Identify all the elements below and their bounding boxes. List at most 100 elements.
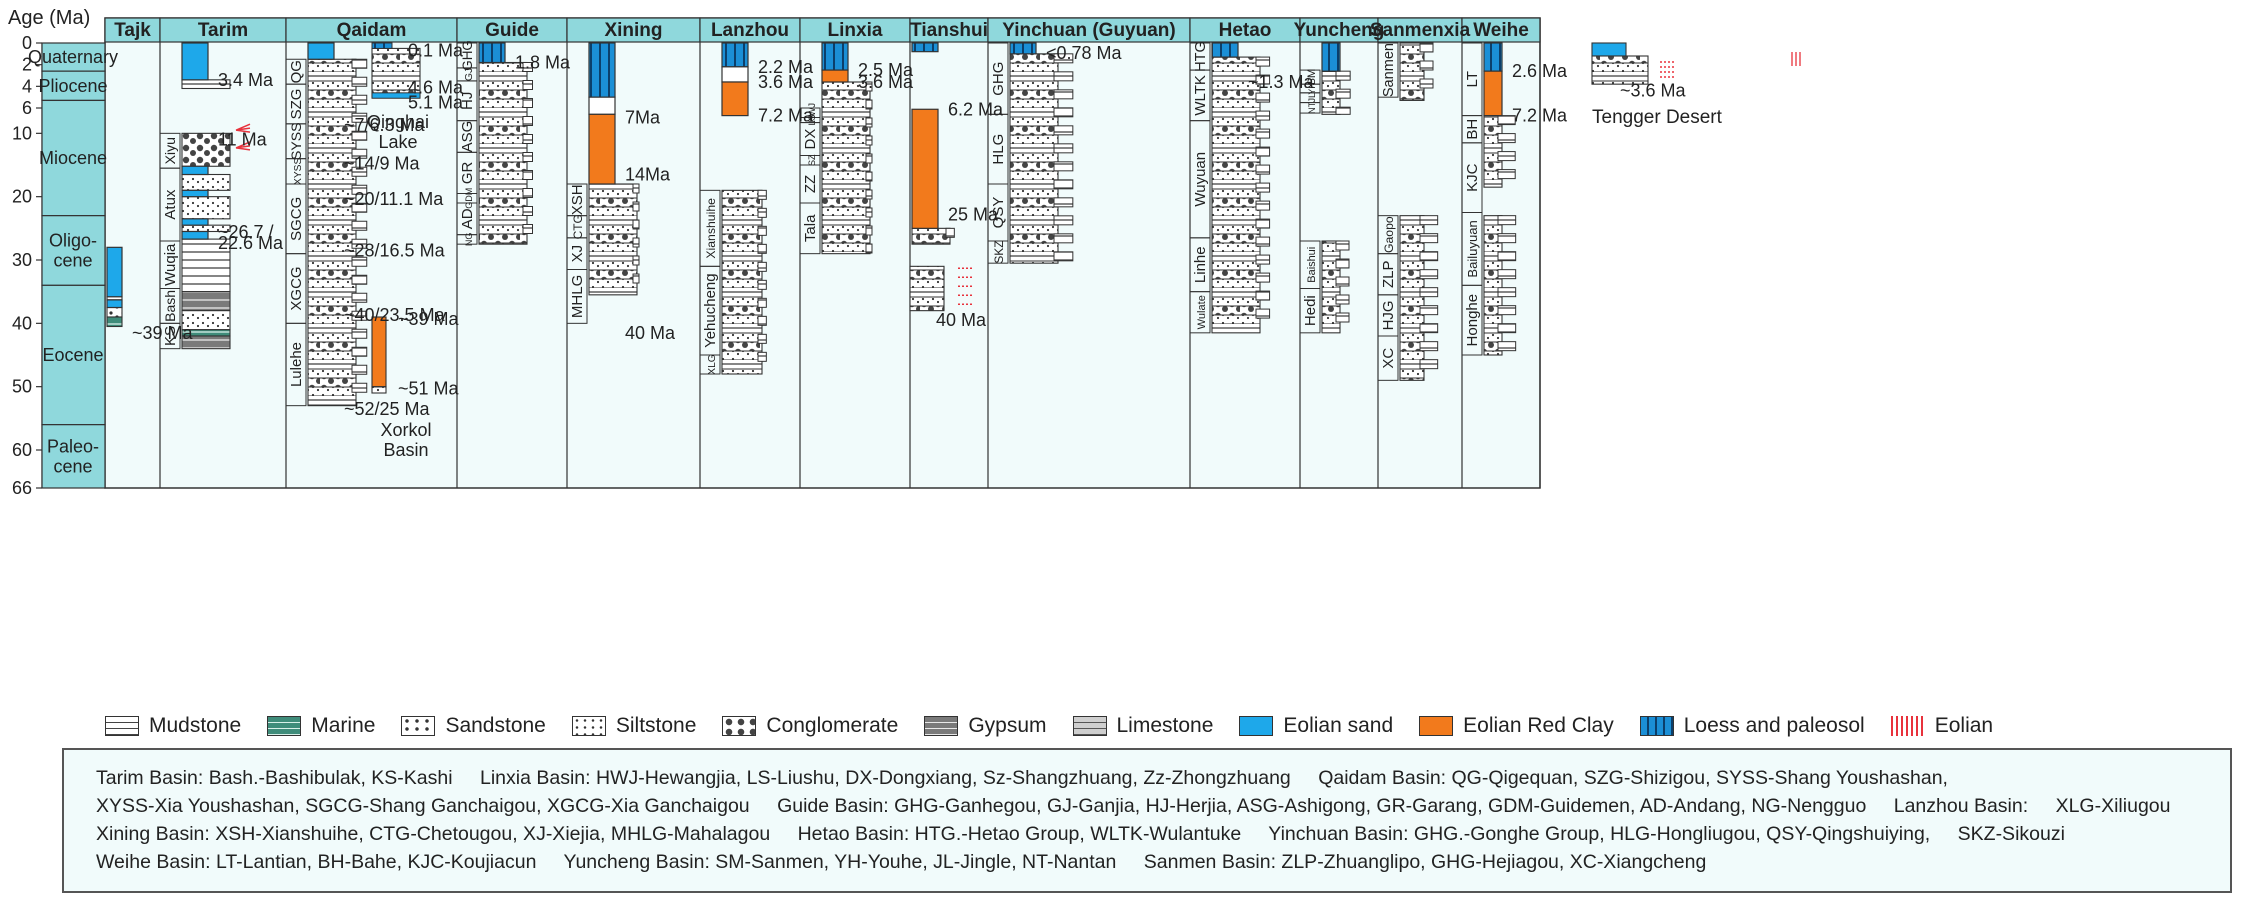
age-label: 0.1 Ma (408, 41, 464, 61)
strata-unit (821, 81, 871, 255)
strata-unit (1399, 215, 1425, 381)
qinghai-column (371, 47, 421, 98)
strata-ledge (1335, 106, 1351, 115)
basin-header (909, 17, 989, 43)
legend-label: Eolian Red Clay (1463, 714, 1614, 737)
strata-ledge (351, 112, 368, 123)
legend-label: Loess and paleosol (1683, 714, 1865, 737)
basin-header (799, 17, 911, 43)
strata-ledge (1255, 272, 1271, 283)
y-tick-label: 10 (12, 123, 32, 143)
basin-name: Tianshui (910, 20, 988, 41)
formation-cell (1299, 288, 1321, 334)
legend-label: Mudstone (149, 714, 242, 737)
strata-ledge (1497, 269, 1517, 280)
formation-name: SZ (807, 154, 817, 166)
strata-ledge (1335, 240, 1350, 251)
basin-header (1461, 17, 1541, 43)
strata-ledge (757, 207, 767, 218)
legend-swatch (267, 716, 302, 736)
strata-ledge (522, 80, 533, 90)
basin-name: Tajk (114, 20, 151, 41)
y-tick-label: 6 (22, 98, 32, 118)
formation-name: Gaopo (1382, 216, 1396, 253)
formation-name: JL (1307, 93, 1317, 103)
formation-name: ZLP (1380, 260, 1397, 288)
basin-name: Hetao (1219, 20, 1272, 41)
strata-ledge (1497, 115, 1516, 126)
formation-name: GJ (464, 68, 475, 81)
strata-unit (1483, 215, 1503, 356)
strata-ledge (522, 62, 533, 72)
legend-label: Marine (311, 714, 376, 737)
abbreviation-entry: Weihe Basin: LT-Lantian, BH-Bahe, KJC-Ko… (96, 851, 537, 873)
formation-name: WLTK (1192, 75, 1209, 116)
xorkol-column (371, 386, 387, 394)
strata-ledge (1255, 110, 1271, 121)
age-label: 40 Ma (936, 310, 987, 330)
strata-ledge (351, 382, 368, 393)
strata-unit (106, 316, 123, 328)
eolian-sand-bar (181, 218, 209, 226)
strata-ledge (757, 279, 767, 290)
epoch-label: Paleo- (47, 436, 99, 456)
epoch-cell (41, 42, 106, 72)
abbreviation-entry: Lanzhou Basin: (1893, 795, 2029, 817)
age-label: ~7/6.3 Ma (344, 115, 426, 135)
y-tick-label: 4 (22, 76, 32, 96)
age-label: ~39 Ma (398, 309, 460, 329)
strata-ledge (522, 152, 533, 162)
strata-ledge (522, 170, 533, 180)
formation-cell (159, 322, 181, 350)
formation-name: HWJ (807, 103, 817, 123)
epoch-label: Quaternary (28, 47, 118, 67)
formation-name: SZG (288, 89, 305, 120)
strata-unit (478, 61, 528, 245)
basin-name: Qaidam (337, 20, 407, 41)
formation-name: XYSS (293, 158, 304, 185)
eolian-sand-bar (181, 42, 209, 81)
formation-name: QG (288, 60, 305, 83)
strata-ledge (632, 183, 640, 194)
legend-label: Limestone (1116, 714, 1214, 737)
hiatus-bar (588, 96, 616, 115)
loess-bar (1009, 42, 1037, 55)
strata-unit (1211, 56, 1261, 334)
y-tick-label: 40 (12, 313, 32, 333)
formation-name: BH (1464, 119, 1481, 140)
legend-item: Conglomerate (722, 714, 898, 738)
formation-name: XJ (569, 245, 586, 263)
strata-ledge (1335, 70, 1351, 81)
strata-ledge (1255, 236, 1271, 247)
age-label: ~52/25 Ma (344, 399, 431, 419)
red-clay-bar (371, 316, 387, 388)
strata-ledge (757, 225, 767, 236)
strata-ledge (1255, 218, 1271, 229)
formation-name: QSY (990, 197, 1007, 229)
formation-name: SGCG (288, 197, 305, 241)
age-label: 3.6 Ma (858, 72, 914, 92)
legend-swatch (571, 716, 606, 736)
abbreviation-entry: Yinchuan Basin: GHG.-Gonghe Group, HLG-H… (1268, 823, 1931, 845)
strata-ledge (865, 189, 873, 200)
formation-cell (566, 269, 588, 324)
formation-name: SM (1306, 69, 1318, 86)
loess-bar (911, 42, 939, 53)
basin-header (1299, 17, 1379, 43)
formation-name: Atux (162, 189, 179, 220)
formation-name: Bailuyuan (1465, 220, 1480, 277)
formation-name: Sanmen (1381, 43, 1397, 97)
basin-name: Yuncheng (1294, 20, 1385, 41)
basin-header (566, 17, 701, 43)
strata-ledge (632, 237, 640, 248)
strata-ledge (522, 206, 533, 216)
abbreviation-entry: SKZ-Sikouzi (1957, 823, 2065, 845)
strata-ledge (1497, 169, 1516, 180)
loess-bar (588, 42, 616, 98)
strata-ledge (1053, 89, 1074, 100)
basin-name: Lanzhou (711, 20, 789, 41)
formation-name: XC (1380, 348, 1397, 369)
formation-name: CTG (571, 214, 585, 239)
legend-label: Eolian sand (1283, 714, 1394, 737)
strata-ledge (1497, 287, 1517, 298)
